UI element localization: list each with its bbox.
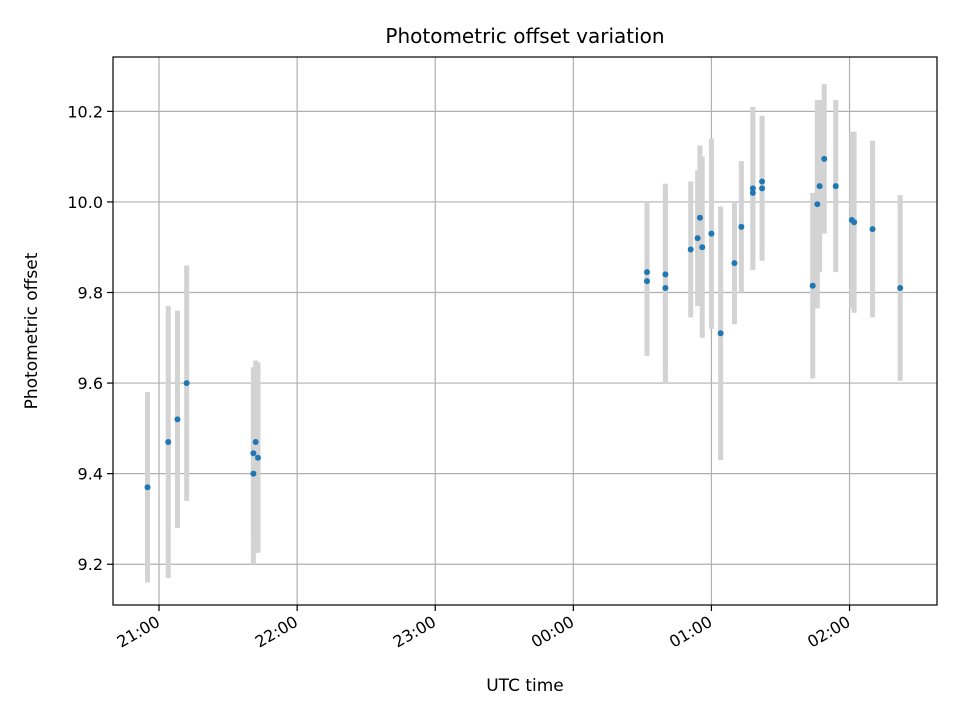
x-axis-label: UTC time [486, 676, 564, 696]
y-axis-label: Photometric offset [22, 252, 42, 409]
data-point [144, 484, 151, 491]
data-point [643, 278, 650, 285]
chart-title: Photometric offset variation [385, 24, 664, 48]
data-point [809, 282, 816, 289]
data-point [749, 189, 756, 196]
data-point [250, 470, 257, 477]
data-point [174, 416, 181, 423]
data-point [821, 155, 828, 162]
data-point [643, 269, 650, 276]
data-point [250, 450, 257, 457]
data-point [738, 223, 745, 230]
y-tick-label: 10.2 [67, 102, 103, 121]
y-tick-label: 9.8 [78, 284, 103, 303]
data-point [816, 183, 823, 190]
y-axis-ticks: 9.2 9.4 9.6 9.8 10.0 10.2 [67, 102, 113, 574]
data-point [687, 246, 694, 253]
data-point [832, 183, 839, 190]
data-point [255, 454, 262, 461]
y-tick-label: 9.6 [78, 374, 103, 393]
data-point [662, 271, 669, 278]
data-point [897, 284, 904, 291]
grid [113, 57, 937, 605]
data-point [696, 214, 703, 221]
data-points [144, 155, 904, 491]
data-point [694, 235, 701, 242]
data-point [165, 438, 172, 445]
data-point [699, 244, 706, 251]
data-point [851, 219, 858, 226]
data-point [759, 178, 766, 185]
data-point [759, 185, 766, 192]
data-point [252, 438, 259, 445]
data-point [731, 260, 738, 267]
data-point [662, 284, 669, 291]
data-point [869, 226, 876, 233]
data-point [749, 185, 756, 192]
y-tick-label: 10.0 [67, 193, 103, 212]
data-point [814, 201, 821, 208]
y-tick-label: 9.2 [78, 555, 103, 574]
data-point [717, 330, 724, 337]
data-point [183, 380, 190, 387]
data-point [708, 230, 715, 237]
y-tick-label: 9.4 [78, 465, 103, 484]
plot-frame [112, 56, 938, 606]
